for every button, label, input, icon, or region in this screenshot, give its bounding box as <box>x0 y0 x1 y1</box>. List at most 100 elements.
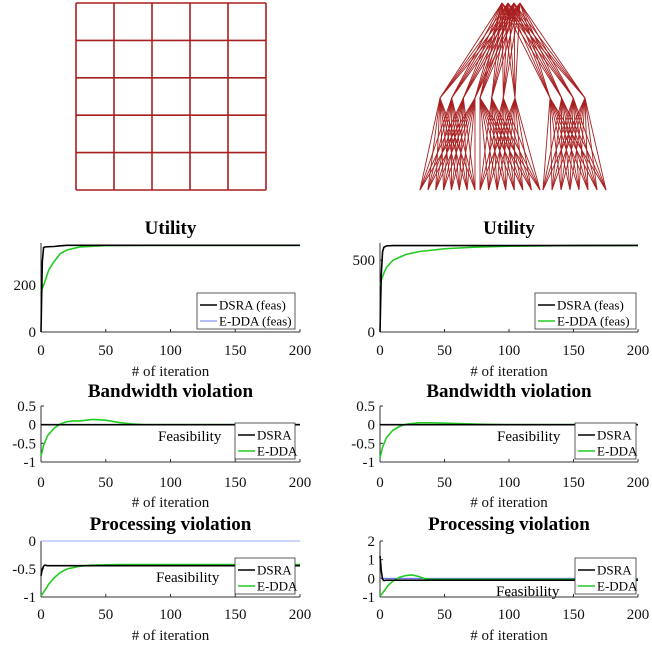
x-tick-label: 0 <box>37 475 45 491</box>
tree-link <box>462 2 515 99</box>
x-tick-label: 150 <box>562 607 585 623</box>
tree-link <box>513 2 563 99</box>
y-tick-label: 0.5 <box>356 399 375 415</box>
legend-label: DSRA (feas) <box>219 298 286 313</box>
x-tick-label: 100 <box>159 607 182 623</box>
series-line-dsra-feas <box>40 244 300 333</box>
tree-link <box>549 97 580 191</box>
tree-link <box>427 97 476 191</box>
tree-link <box>419 97 441 191</box>
tree-link <box>427 97 464 191</box>
chart-title: Bandwidth violation <box>88 381 254 402</box>
tree-link <box>435 97 453 191</box>
tree-link <box>502 2 521 99</box>
x-tick-label: 50 <box>98 607 113 623</box>
tree-topology-diagram <box>419 2 607 191</box>
tree-link <box>488 97 504 191</box>
tree-link <box>519 2 574 99</box>
tree-link <box>491 97 507 191</box>
y-tick-label: 500 <box>353 253 376 269</box>
x-axis-label: # of iteration <box>470 495 548 511</box>
x-tick-label: 200 <box>627 475 650 491</box>
tree-link <box>488 97 516 191</box>
x-tick-label: 100 <box>498 475 521 491</box>
series-line-e-dda-feas <box>379 244 639 287</box>
chart-title: Utility <box>483 218 535 239</box>
tree-link <box>435 97 441 191</box>
series-line-e-dda-feas <box>40 244 300 292</box>
x-tick-label: 50 <box>437 607 452 623</box>
y-tick-label: -0.5 <box>12 562 36 578</box>
tree-link <box>435 97 464 191</box>
tree-link <box>519 2 586 99</box>
y-tick-label: -1 <box>24 590 37 606</box>
y-tick-label: 0 <box>368 571 376 587</box>
legend-label: DSRA <box>597 563 632 578</box>
y-tick-label: -0.5 <box>12 436 36 452</box>
feasibility-annotation: Feasibility <box>496 584 560 600</box>
chart-2: Utility 0 50 100 150 200 0 500 # of iteration DSR… <box>353 218 650 380</box>
tree-link <box>427 97 453 191</box>
tree-link <box>479 97 516 191</box>
tree-link <box>450 97 476 191</box>
tree-link <box>561 97 589 191</box>
tree-link <box>491 97 515 191</box>
tree-link <box>551 97 563 191</box>
x-tick-label: 100 <box>498 343 521 359</box>
legend-label: E-DDA (feas) <box>557 314 630 329</box>
y-tick-label: 0 <box>29 418 37 434</box>
y-tick-label: -1 <box>363 455 376 471</box>
tree-link <box>502 97 507 191</box>
tree-link <box>513 2 516 99</box>
y-tick-label: 1 <box>368 553 376 569</box>
legend-box <box>574 557 637 595</box>
x-tick-label: 200 <box>627 343 650 359</box>
x-tick-label: 0 <box>37 607 45 623</box>
x-tick-label: 150 <box>562 343 585 359</box>
x-tick-label: 150 <box>224 343 247 359</box>
tree-link <box>542 97 551 191</box>
y-tick-label: 0 <box>368 325 376 341</box>
x-tick-label: 200 <box>627 607 650 623</box>
tree-link <box>542 97 586 191</box>
legend-label: E-DDA (feas) <box>219 314 292 329</box>
legend-label: DSRA <box>597 428 632 443</box>
tree-link <box>419 97 453 191</box>
y-tick-label: -0.5 <box>351 436 375 452</box>
tree-link <box>584 97 598 191</box>
tree-link <box>505 97 516 191</box>
tree-link <box>519 2 563 99</box>
series-line-dsra <box>379 555 638 582</box>
tree-link <box>479 97 493 191</box>
tree-link <box>584 97 607 191</box>
tree-link <box>474 2 515 99</box>
chart-title: Bandwidth violation <box>426 381 592 402</box>
tree-link <box>451 2 515 99</box>
x-tick-label: 50 <box>98 343 113 359</box>
feasibility-annotation: Feasibility <box>497 429 561 445</box>
x-tick-label: 150 <box>224 475 247 491</box>
chart-title: Processing violation <box>428 514 590 535</box>
x-axis-label: # of iteration <box>132 628 210 644</box>
x-axis-label: # of iteration <box>132 495 210 511</box>
tree-link <box>561 97 607 191</box>
grid-topology-diagram <box>75 2 267 191</box>
tree-link <box>491 97 524 191</box>
tree-link <box>584 97 589 191</box>
legend-label: DSRA <box>257 563 292 578</box>
x-tick-label: 100 <box>498 607 521 623</box>
chart-title: Processing violation <box>90 514 252 535</box>
legend-label: E-DDA <box>257 579 298 594</box>
x-tick-label: 150 <box>224 607 247 623</box>
tree-link <box>450 97 464 191</box>
feasibility-annotation: Feasibility <box>158 429 222 445</box>
x-tick-label: 200 <box>289 343 312 359</box>
x-tick-label: 200 <box>289 475 312 491</box>
tree-link <box>542 97 563 191</box>
tree-link <box>435 97 476 191</box>
x-tick-label: 200 <box>289 607 312 623</box>
x-axis-label: # of iteration <box>132 364 210 380</box>
legend-box <box>574 422 637 460</box>
x-tick-label: 0 <box>376 343 384 359</box>
